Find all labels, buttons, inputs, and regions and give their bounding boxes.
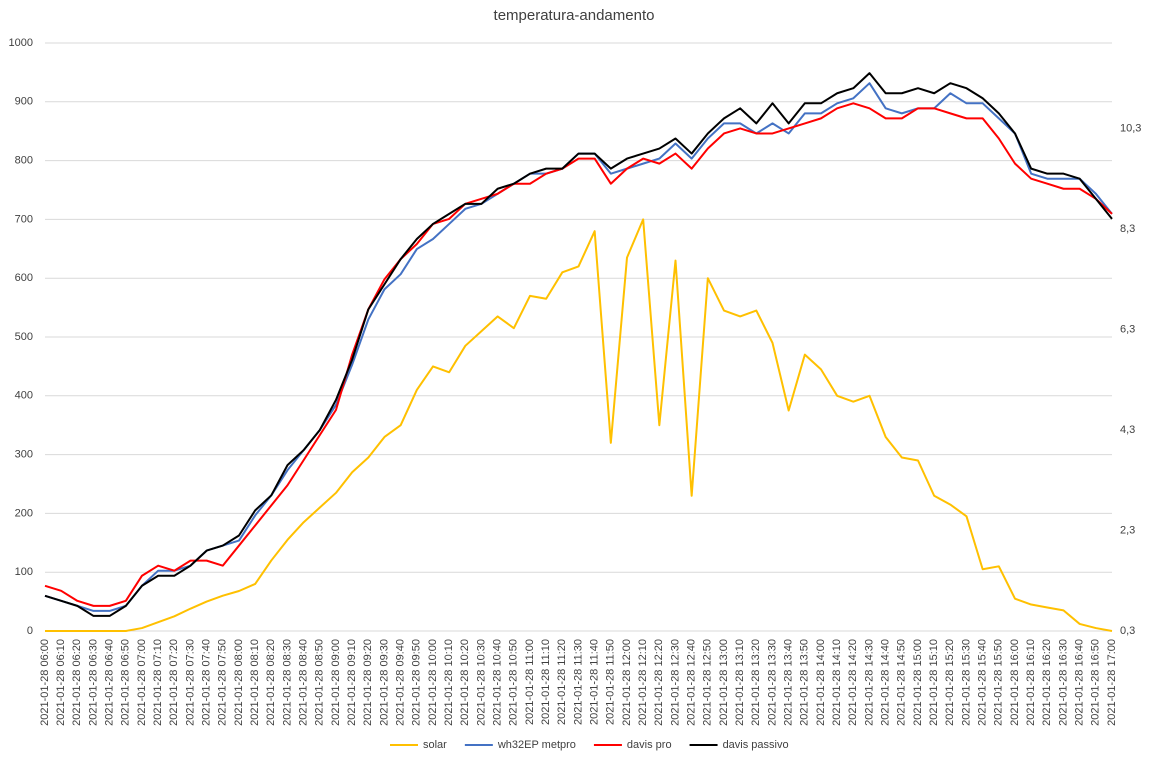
x-tick-label: 2021-01-28 08:50 [314, 639, 326, 726]
x-tick-label: 2021-01-28 09:40 [395, 639, 407, 726]
y-tick-label: 500 [15, 331, 33, 343]
x-tick-label: 2021-01-28 07:40 [201, 639, 213, 726]
x-tick-label: 2021-01-28 06:50 [120, 639, 132, 726]
x-tick-label: 2021-01-28 11:40 [589, 639, 601, 725]
y-tick-label: 700 [15, 213, 33, 225]
x-tick-label: 2021-01-28 06:20 [71, 639, 83, 726]
x-tick-label: 2021-01-28 10:40 [492, 639, 504, 726]
x-tick-label: 2021-01-28 06:40 [104, 639, 116, 726]
x-tick-label: 2021-01-28 08:40 [298, 639, 310, 726]
y2-tick-label: 10,3 [1120, 122, 1141, 134]
y2-tick-label: 8,3 [1120, 223, 1135, 235]
x-tick-label: 2021-01-28 11:30 [572, 639, 584, 725]
x-tick-label: 2021-01-28 10:00 [427, 639, 439, 726]
x-tick-label: 2021-01-28 11:00 [524, 639, 536, 725]
x-tick-label: 2021-01-28 13:00 [718, 639, 730, 726]
x-tick-label: 2021-01-28 08:20 [265, 639, 277, 726]
x-tick-label: 2021-01-28 14:10 [831, 639, 843, 726]
x-tick-label: 2021-01-28 12:50 [702, 639, 714, 726]
x-tick-label: 2021-01-28 15:30 [960, 639, 972, 726]
y2-tick-label: 4,3 [1120, 424, 1135, 436]
legend-label: solar [423, 739, 447, 751]
x-tick-label: 2021-01-28 13:30 [766, 639, 778, 726]
x-tick-label: 2021-01-28 09:50 [411, 639, 423, 726]
x-tick-label: 2021-01-28 07:10 [152, 639, 164, 726]
x-tick-label: 2021-01-28 07:20 [168, 639, 180, 726]
y-tick-label: 100 [15, 566, 33, 578]
x-tick-label: 2021-01-28 09:00 [330, 639, 342, 726]
x-tick-label: 2021-01-28 11:20 [556, 639, 568, 725]
x-tick-label: 2021-01-28 16:30 [1057, 639, 1069, 726]
x-tick-label: 2021-01-28 12:40 [686, 639, 698, 726]
x-tick-label: 2021-01-28 16:40 [1074, 639, 1086, 726]
x-tick-label: 2021-01-28 17:00 [1106, 639, 1118, 726]
x-tick-label: 2021-01-28 15:10 [928, 639, 940, 726]
x-tick-label: 2021-01-28 16:20 [1041, 639, 1053, 726]
y2-tick-label: 2,3 [1120, 524, 1135, 536]
legend-label: davis passivo [723, 739, 789, 751]
y-tick-label: 800 [15, 155, 33, 167]
x-tick-label: 2021-01-28 15:50 [993, 639, 1005, 726]
x-tick-label: 2021-01-28 12:20 [653, 639, 665, 726]
x-tick-label: 2021-01-28 10:50 [508, 639, 520, 726]
y-tick-label: 200 [15, 507, 33, 519]
x-tick-label: 2021-01-28 06:10 [55, 639, 67, 726]
x-tick-label: 2021-01-28 15:40 [977, 639, 989, 726]
x-tick-label: 2021-01-28 08:30 [281, 639, 293, 726]
x-tick-label: 2021-01-28 13:40 [783, 639, 795, 726]
x-tick-label: 2021-01-28 16:00 [1009, 639, 1021, 726]
x-tick-label: 2021-01-28 14:50 [896, 639, 908, 726]
x-tick-label: 2021-01-28 15:20 [944, 639, 956, 726]
x-tick-label: 2021-01-28 15:00 [912, 639, 924, 726]
y-tick-label: 900 [15, 96, 33, 108]
x-tick-label: 2021-01-28 16:10 [1025, 639, 1037, 726]
x-tick-label: 2021-01-28 08:10 [249, 639, 261, 726]
x-tick-label: 2021-01-28 16:50 [1090, 639, 1102, 726]
series-line [44, 72, 1113, 617]
x-tick-label: 2021-01-28 07:00 [136, 639, 148, 726]
x-tick-label: 2021-01-28 06:30 [87, 639, 99, 726]
chart-title: temperatura-andamento [494, 7, 655, 24]
y2-tick-label: 0,3 [1120, 625, 1135, 637]
y-tick-label: 300 [15, 449, 33, 461]
y-tick-label: 1000 [9, 37, 33, 49]
x-tick-label: 2021-01-28 13:50 [799, 639, 811, 726]
x-tick-label: 2021-01-28 09:20 [362, 639, 374, 726]
x-tick-label: 2021-01-28 10:10 [443, 639, 455, 726]
y-tick-label: 400 [15, 390, 33, 402]
legend-label: wh32EP metpro [497, 739, 576, 751]
x-tick-label: 2021-01-28 14:40 [880, 639, 892, 726]
x-tick-label: 2021-01-28 13:20 [750, 639, 762, 726]
series-line [44, 82, 1113, 612]
x-tick-label: 2021-01-28 13:10 [734, 639, 746, 726]
x-tick-label: 2021-01-28 14:00 [815, 639, 827, 726]
x-tick-label: 2021-01-28 12:00 [621, 639, 633, 726]
series-line [44, 102, 1113, 607]
y-tick-label: 0 [27, 625, 33, 637]
y2-tick-label: 6,3 [1120, 323, 1135, 335]
legend-label: davis pro [627, 739, 672, 751]
x-tick-label: 2021-01-28 12:10 [637, 639, 649, 726]
x-tick-label: 2021-01-28 09:10 [346, 639, 358, 726]
x-tick-label: 2021-01-28 09:30 [378, 639, 390, 726]
x-tick-label: 2021-01-28 11:50 [605, 639, 617, 725]
x-tick-label: 2021-01-28 06:00 [39, 639, 51, 726]
series-line [45, 218, 1113, 632]
x-tick-label: 2021-01-28 11:10 [540, 639, 552, 725]
x-tick-label: 2021-01-28 08:00 [233, 639, 245, 726]
x-tick-label: 2021-01-28 14:20 [847, 639, 859, 726]
y-tick-label: 600 [15, 272, 33, 284]
x-tick-label: 2021-01-28 10:30 [475, 639, 487, 726]
x-tick-label: 2021-01-28 12:30 [669, 639, 681, 726]
x-tick-label: 2021-01-28 14:30 [863, 639, 875, 726]
x-tick-label: 2021-01-28 10:20 [459, 639, 471, 726]
x-tick-label: 2021-01-28 07:50 [217, 639, 229, 726]
x-tick-label: 2021-01-28 07:30 [184, 639, 196, 726]
